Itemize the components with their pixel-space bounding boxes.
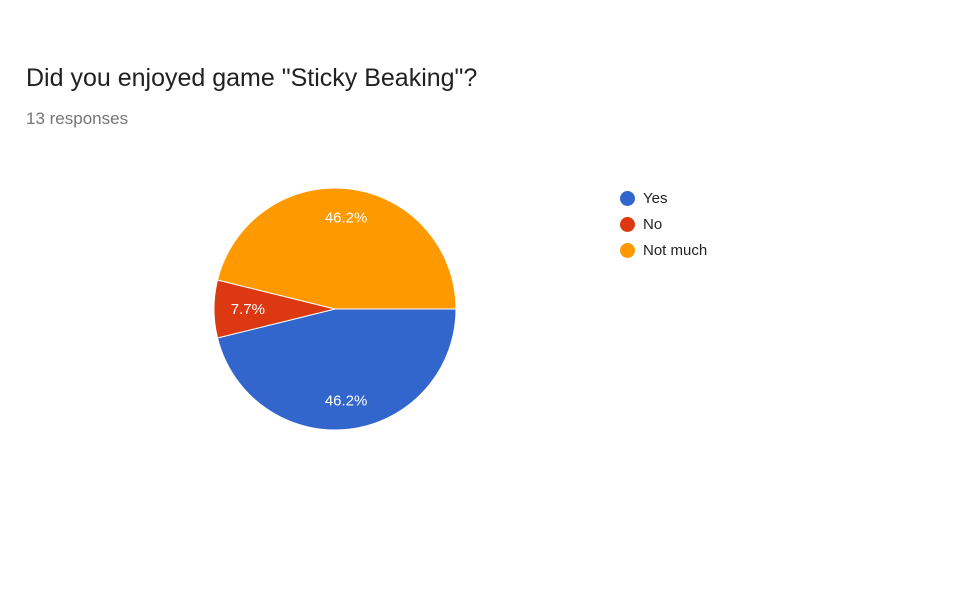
legend-swatch [620,190,635,206]
legend-label: No [643,215,663,233]
legend-swatch [620,242,635,258]
legend-item-yes[interactable]: Yes [620,185,707,211]
legend-swatch [620,216,635,232]
pie-label-not-much: 46.2% [325,210,368,227]
pie-slice-yes[interactable] [216,308,457,431]
chart-title: Did you enjoyed game "Sticky Beaking"? [26,64,478,92]
pie-label-yes: 46.2% [325,392,368,409]
legend-label: Yes [643,189,668,207]
legend-item-no[interactable]: No [620,211,707,237]
chart-legend: Yes No Not much [620,185,707,263]
response-count: 13 responses [26,109,129,128]
legend-label: Not much [643,241,708,259]
pie-slice-not-much[interactable] [216,187,457,310]
legend-item-not-much[interactable]: Not much [620,237,707,263]
pie-label-no: 7.7% [231,301,265,318]
